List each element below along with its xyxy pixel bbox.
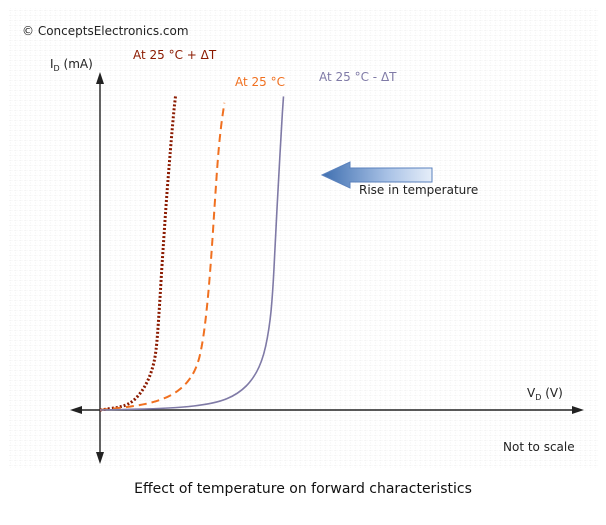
x-axis-label-unit: (V) xyxy=(541,386,562,400)
x-axis-arrow-left xyxy=(70,406,82,414)
y-axis-label: ID (mA) xyxy=(50,57,93,73)
series-label-25c: At 25 °C xyxy=(235,75,285,89)
watermark-text: © ConceptsElectronics.com xyxy=(22,24,189,38)
rise-arrow-icon xyxy=(320,161,433,189)
not-to-scale-note: Not to scale xyxy=(503,440,575,454)
y-axis-label-main: I xyxy=(50,57,54,71)
y-axis-arrow-top xyxy=(96,72,104,84)
series-label-minus-dt: At 25 °C - ΔT xyxy=(319,70,397,84)
grid-background xyxy=(8,8,598,468)
series-curves xyxy=(99,96,285,412)
chart-caption: Effect of temperature on forward charact… xyxy=(134,481,472,497)
rise-annotation-text: Rise in temperature xyxy=(359,183,478,197)
x-axis-label-main: V xyxy=(527,386,536,400)
x-axis-arrow-right xyxy=(572,406,584,414)
y-axis-label-sub: D xyxy=(54,64,60,73)
series-label-plus-dt: At 25 °C + ΔT xyxy=(133,48,217,62)
x-axis-label: VD (V) xyxy=(527,386,563,402)
curve-minus-dt xyxy=(99,96,285,411)
curve-plus-dt xyxy=(99,96,177,412)
curve-25c xyxy=(99,102,226,411)
x-axis-label-sub: D xyxy=(535,393,541,402)
y-axis-label-unit: (mA) xyxy=(60,57,93,71)
y-axis-arrow-bottom xyxy=(96,452,104,464)
